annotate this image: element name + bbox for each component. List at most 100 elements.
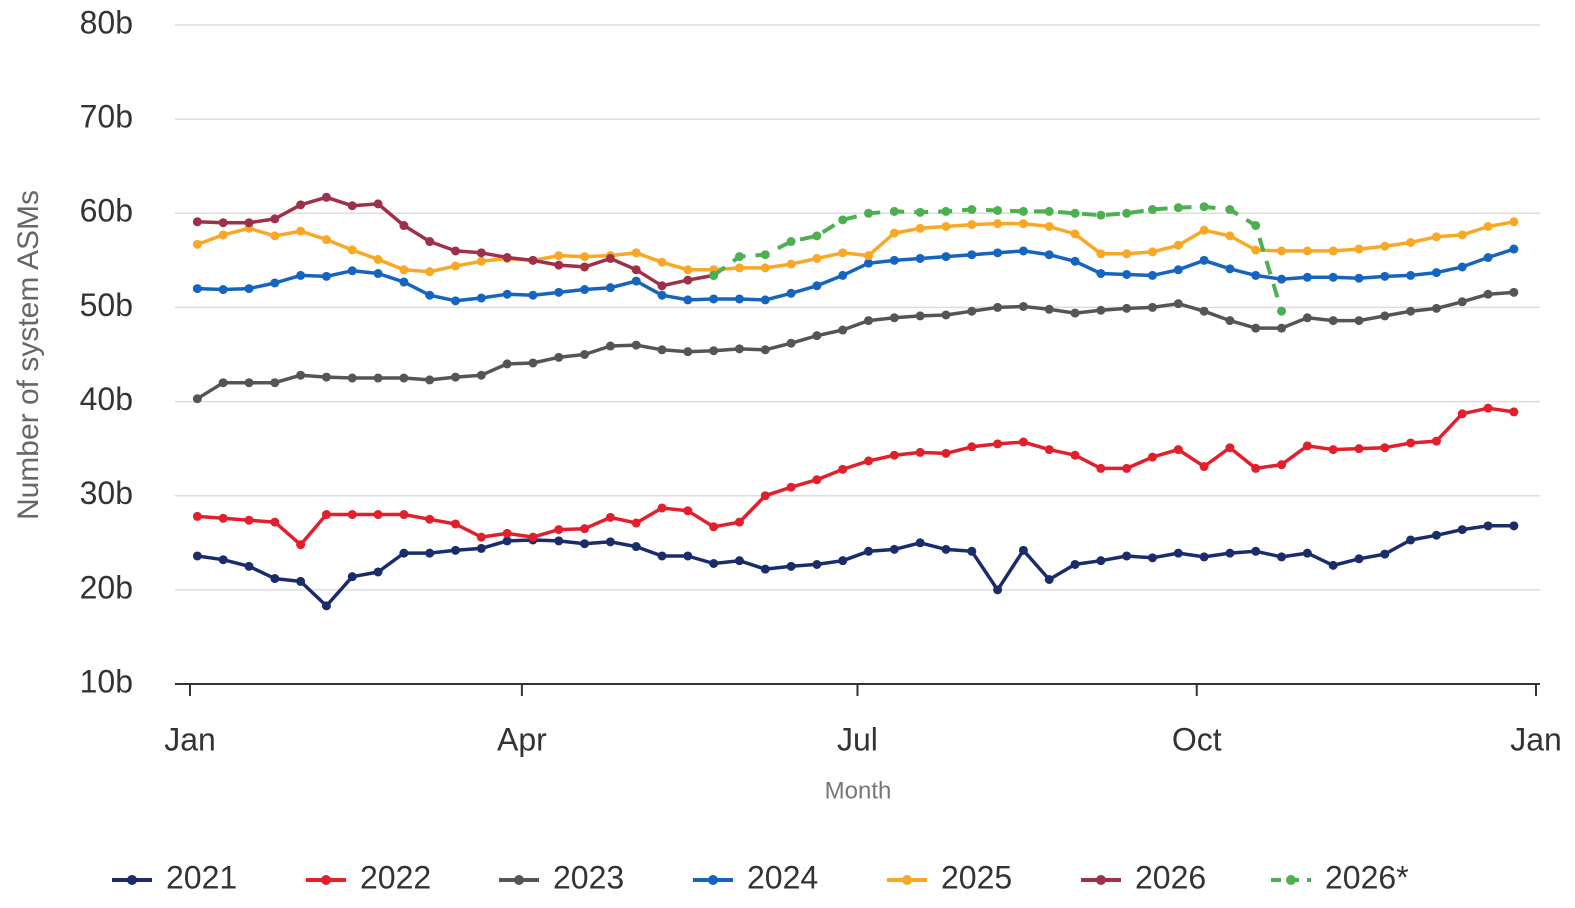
data-point [425, 267, 435, 277]
data-point [812, 331, 822, 341]
data-point [709, 346, 719, 356]
data-point [941, 206, 951, 216]
legend-label: 2026* [1325, 859, 1409, 895]
data-point [1509, 521, 1519, 531]
data-point [941, 221, 951, 231]
data-point [1122, 249, 1132, 259]
data-point [1147, 452, 1157, 462]
data-point [683, 295, 693, 305]
data-point [1251, 245, 1261, 255]
data-point [1199, 306, 1209, 316]
data-point [864, 546, 874, 556]
data-point [1354, 244, 1364, 254]
data-point [1354, 316, 1364, 326]
data-point [864, 208, 874, 218]
x-tick-label: Jan [164, 721, 216, 757]
data-point [1302, 313, 1312, 323]
data-point [838, 248, 848, 258]
data-point [1018, 219, 1028, 229]
data-point [554, 352, 564, 362]
series-line [196, 220, 1515, 274]
data-point [1509, 287, 1519, 297]
data-point [425, 548, 435, 558]
data-point [1277, 274, 1287, 284]
data-point [1199, 202, 1209, 212]
data-point [1070, 450, 1080, 460]
data-point [1044, 206, 1054, 216]
data-point [1431, 530, 1441, 540]
data-point [1044, 304, 1054, 314]
data-point [1431, 232, 1441, 242]
legend-dot [1096, 875, 1106, 885]
data-point [812, 281, 822, 291]
data-point [244, 515, 254, 525]
data-point [838, 270, 848, 280]
data-point [657, 257, 667, 267]
data-point [192, 551, 202, 561]
data-point [889, 313, 899, 323]
data-point [683, 265, 693, 275]
data-point [528, 532, 538, 542]
data-point [218, 378, 228, 388]
data-point [760, 345, 770, 355]
data-point [812, 231, 822, 241]
data-point [1509, 244, 1519, 254]
data-point [889, 255, 899, 265]
data-point [192, 284, 202, 294]
data-point [967, 442, 977, 452]
data-point [399, 510, 409, 520]
series-line [197, 406, 1515, 547]
data-point [218, 218, 228, 228]
data-point [786, 259, 796, 269]
data-point [580, 252, 590, 262]
data-point [1173, 265, 1183, 275]
data-point [1277, 246, 1287, 256]
series-line [197, 247, 1515, 303]
data-point [580, 262, 590, 272]
data-point [502, 359, 512, 369]
data-point [1070, 208, 1080, 218]
data-point [1199, 552, 1209, 562]
data-point [1483, 253, 1493, 263]
data-point [451, 296, 461, 306]
data-point [1406, 535, 1416, 545]
data-point [657, 345, 667, 355]
data-point [1122, 303, 1132, 313]
data-point [915, 207, 925, 217]
data-point [1431, 436, 1441, 446]
data-point [554, 251, 564, 261]
data-point [1380, 241, 1390, 251]
data-point [1431, 268, 1441, 278]
data-point [192, 239, 202, 249]
data-point [631, 248, 641, 258]
data-point [1406, 237, 1416, 247]
data-point [296, 200, 306, 210]
data-point [1225, 443, 1235, 453]
data-point [864, 258, 874, 268]
data-point [1380, 271, 1390, 281]
y-tick-label: 60b [80, 193, 133, 229]
data-point [838, 215, 848, 225]
data-point [425, 237, 435, 247]
data-point [270, 231, 280, 241]
data-point [1096, 556, 1106, 566]
data-point [941, 544, 951, 554]
data-point [1147, 205, 1157, 215]
data-point [347, 245, 357, 255]
data-point [1225, 548, 1235, 558]
data-point [657, 290, 667, 300]
data-point [296, 576, 306, 586]
data-point [889, 450, 899, 460]
legend-dot [127, 875, 137, 885]
data-point [373, 567, 383, 577]
data-point [1457, 409, 1467, 419]
data-point [709, 270, 719, 280]
data-point [296, 540, 306, 550]
data-point [1044, 575, 1054, 585]
data-point [347, 510, 357, 520]
data-point [1173, 299, 1183, 309]
data-point [734, 344, 744, 354]
data-point [1199, 255, 1209, 265]
data-point [528, 290, 538, 300]
data-point [812, 253, 822, 263]
